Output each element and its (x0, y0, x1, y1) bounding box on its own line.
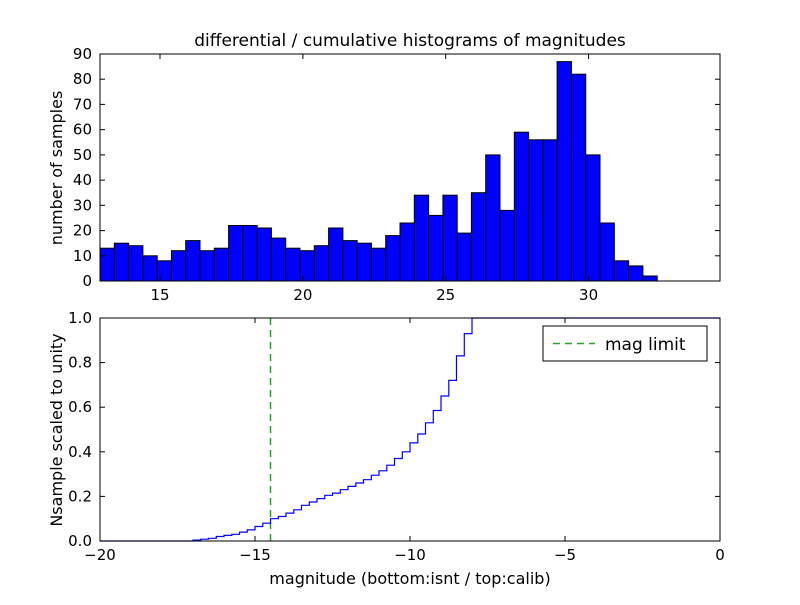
y-tick-label: 0.0 (68, 532, 92, 550)
x-tick-label: 25 (436, 286, 455, 304)
axes-frame (99, 53, 721, 282)
histogram-bar (499, 209, 515, 282)
y-tick-label: 40 (73, 171, 92, 189)
histogram-bars (99, 61, 658, 282)
y-tick-label: 60 (73, 121, 92, 139)
x-tick-label: 30 (579, 286, 598, 304)
histogram-bar (113, 242, 130, 282)
y-tick-label: 70 (73, 95, 92, 113)
y-tick-label: 0.8 (68, 354, 92, 372)
y-tick-label: 0.6 (68, 398, 92, 416)
histogram-bar (485, 154, 501, 282)
histogram-bar (599, 222, 615, 282)
y-tick-label: 10 (73, 247, 92, 265)
x-tick-label: 0 (715, 546, 725, 564)
x-axis-label: magnitude (bottom:isnt / top:calib) (269, 569, 550, 588)
histogram-bar (156, 260, 172, 282)
histogram-bar (528, 139, 544, 282)
histogram-bar (399, 222, 415, 282)
y-tick-label: 50 (73, 146, 92, 164)
histogram-bar (570, 73, 587, 282)
histogram-bar (170, 250, 187, 282)
bottom-y-axis-label: Nsample scaled to unity (47, 333, 66, 526)
histogram-bar (270, 237, 287, 282)
histogram-bar (542, 139, 558, 282)
bottom-axes: −20 −15 −10 −5 0 0.0 0.2 0.4 0.6 0.8 1.0 (68, 309, 725, 564)
histogram-bar (342, 240, 358, 282)
x-tick-label: −15 (239, 546, 271, 564)
histogram-bar (99, 247, 115, 282)
histogram-bar (299, 250, 315, 282)
axes-frame (99, 317, 721, 542)
histogram-bar (199, 250, 215, 282)
chart-title: differential / cumulative histograms of … (194, 31, 626, 51)
histogram-bar (370, 247, 387, 282)
histogram-bar (428, 214, 444, 282)
cumulative-step-line (100, 317, 720, 542)
histogram-bar (213, 247, 230, 282)
x-tick-label: 20 (293, 286, 312, 304)
x-tick-label: 15 (150, 286, 169, 304)
chart-layer: 15 20 25 30 0 10 20 30 40 50 60 70 80 90 −20 −15 −10 −5 0 0… (68, 45, 725, 564)
histogram-bar (313, 245, 330, 282)
y-tick-label: 80 (73, 70, 92, 88)
histogram-bar (642, 275, 658, 282)
top-y-axis-label: number of samples (47, 91, 66, 246)
histogram-bar (356, 242, 372, 282)
legend: mag limit (542, 325, 708, 362)
histogram-bar (456, 232, 472, 282)
histogram-bar (385, 235, 401, 282)
histogram-bar (556, 61, 572, 282)
histogram-bar (285, 247, 301, 282)
histogram-bar (242, 225, 258, 282)
y-tick-label: 30 (73, 196, 92, 214)
x-tick-label: −20 (84, 546, 116, 564)
y-tick-label: 90 (73, 45, 92, 63)
histogram-bar (613, 260, 630, 282)
legend-label: mag limit (605, 335, 686, 355)
histogram-bar (142, 255, 158, 282)
y-tick-label: 0.2 (68, 487, 92, 505)
y-tick-label: 0 (82, 272, 92, 290)
histogram-bar (256, 227, 272, 282)
histogram-bar (628, 265, 644, 282)
histogram-bar (442, 194, 458, 282)
y-tick-label: 0.4 (68, 443, 92, 461)
histogram-bar (328, 227, 344, 282)
histogram-bar (228, 225, 244, 282)
histogram-bar (185, 240, 201, 282)
y-tick-label: 1.0 (68, 309, 92, 327)
histogram-bar (585, 154, 601, 282)
top-axes: 15 20 25 30 0 10 20 30 40 50 60 70 80 90 (73, 45, 721, 304)
x-tick-label: −5 (554, 546, 576, 564)
histogram-bar (413, 194, 430, 282)
histogram-bar (513, 131, 530, 282)
histogram-bar (470, 192, 487, 282)
x-tick-label: −10 (394, 546, 426, 564)
y-tick-label: 20 (73, 222, 92, 240)
histogram-bar (128, 245, 144, 282)
